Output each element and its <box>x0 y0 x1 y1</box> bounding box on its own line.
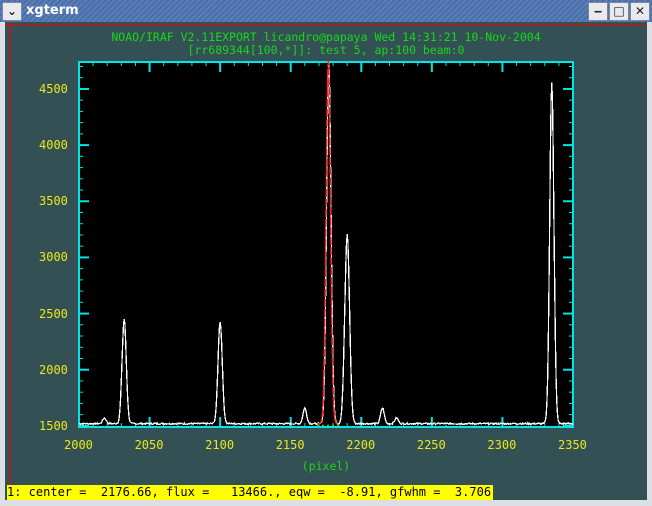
x-axis-label: (pixel) <box>301 459 351 473</box>
x-tick-label: 2350 <box>558 438 587 452</box>
gaussian-fit-line <box>317 61 340 425</box>
y-tick-label: 4500 <box>39 81 68 96</box>
y-tick-label: 2500 <box>39 306 68 321</box>
y-tick-label: 1500 <box>39 418 68 433</box>
plot-header-line2: [rr689344[100,*]]: test 5, ap:100 beam:0 <box>187 43 465 57</box>
x-tick-label: 2150 <box>275 438 305 452</box>
close-icon[interactable]: ✕ <box>630 2 650 21</box>
spectrum-plot <box>5 22 647 500</box>
chevron-down-icon[interactable]: ⌄ <box>2 2 22 21</box>
x-tick-label: 2000 <box>64 438 93 452</box>
y-tick-label: 3500 <box>39 194 68 209</box>
x-tick-label: 2100 <box>205 438 235 452</box>
y-tick-label: 4000 <box>39 138 68 153</box>
x-tick-label: 2300 <box>487 438 517 452</box>
minimize-icon[interactable]: ‒ <box>588 2 608 21</box>
plot-header-line1: NOAO/IRAF V2.11EXPORT licandro@papaya We… <box>111 30 541 44</box>
y-tick-label: 2000 <box>39 362 68 377</box>
window-title: xgterm <box>26 3 79 18</box>
y-tick-label: 3000 <box>39 250 68 265</box>
status-line: 1: center = 2176.66, flux = 13466., eqw … <box>7 485 494 500</box>
x-tick-label: 2050 <box>134 438 164 452</box>
title-bar[interactable]: ⌄ xgterm ‒ □ ✕ <box>0 0 652 22</box>
x-tick-label: 2250 <box>416 438 446 452</box>
maximize-icon[interactable]: □ <box>609 2 629 21</box>
terminal-area[interactable]: NOAO/IRAF V2.11EXPORT licandro@papaya We… <box>5 22 647 500</box>
x-tick-label: 2200 <box>346 438 376 452</box>
